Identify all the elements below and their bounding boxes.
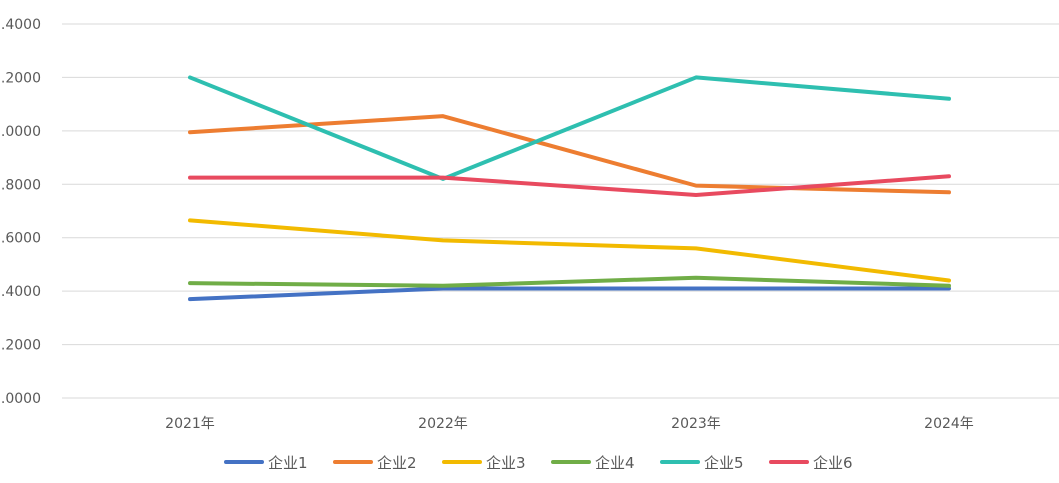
y-tick-label: .2000: [1, 338, 41, 354]
series-line: [188, 275, 951, 288]
series-line: [188, 114, 951, 195]
legend-item: 企业3: [442, 454, 526, 472]
x-axis-ticks: 2021年 2022年 2023年 2024年: [165, 416, 974, 432]
legend-label: 企业5: [704, 454, 744, 472]
legend-item: 企业4: [551, 454, 635, 472]
legend-label: 企业2: [377, 454, 417, 472]
x-tick-label: 2023年: [671, 416, 721, 432]
legend-label: 企业1: [268, 454, 308, 472]
legend-label: 企业6: [813, 454, 853, 472]
gridlines: [62, 23, 1059, 399]
legend-item: 企业5: [660, 454, 744, 472]
series-2: [188, 114, 951, 195]
legend-label: 企业3: [486, 454, 526, 472]
series-line: [188, 75, 951, 181]
y-tick-label: 1.0000: [0, 124, 41, 140]
legend-item: 企业1: [224, 454, 308, 472]
legend-item: 企业2: [333, 454, 417, 472]
series-line: [188, 174, 951, 197]
y-tick-label: .8000: [1, 177, 41, 193]
legend-item: 企业6: [769, 454, 853, 472]
series-lines: [188, 75, 951, 302]
series-3: [188, 218, 951, 283]
legend-label: 企业4: [595, 454, 635, 472]
series-1: [188, 286, 951, 302]
x-tick-label: 2024年: [924, 416, 974, 432]
series-5: [188, 75, 951, 181]
series-line: [188, 218, 951, 283]
series-line: [188, 286, 951, 302]
y-tick-label: 1.2000: [0, 70, 41, 86]
y-tick-label: 1.4000: [0, 17, 41, 33]
legend: 企业1 企业2 企业3 企业4 企业5 企业6: [224, 454, 853, 472]
y-tick-label: .6000: [1, 231, 41, 247]
series-4: [188, 275, 951, 288]
series-6: [188, 174, 951, 197]
x-tick-label: 2021年: [165, 416, 215, 432]
y-tick-label: .0000: [1, 391, 41, 407]
y-tick-label: .4000: [1, 284, 41, 300]
x-tick-label: 2022年: [418, 416, 468, 432]
y-axis-ticks: .0000 .2000 .4000 .6000 .8000 1.0000 1.2000 1.4…: [0, 17, 41, 407]
